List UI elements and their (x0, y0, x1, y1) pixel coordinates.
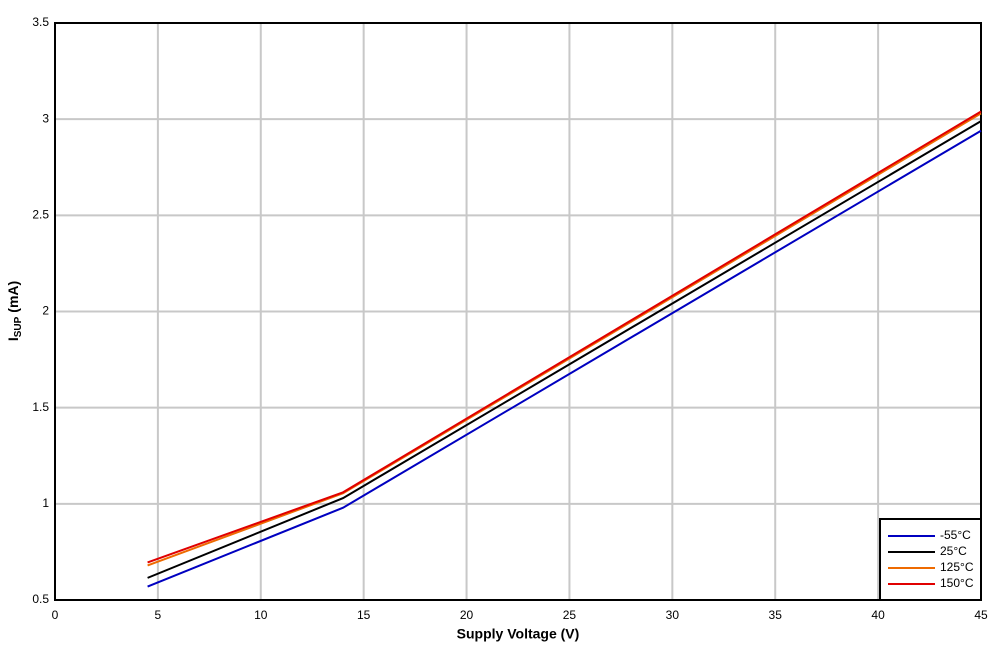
series-line (147, 129, 982, 588)
legend-label: 125°C (940, 560, 974, 574)
y-tick-label: 2.5 (32, 208, 49, 222)
x-tick-label: 30 (666, 608, 680, 622)
y-axis-label: ISUP (mA) (5, 281, 24, 341)
x-tick-label: 45 (974, 608, 988, 622)
x-tick-label: 10 (254, 608, 268, 622)
y-axis-label-unit: (mA) (5, 281, 21, 313)
y-tick-label: 1.5 (32, 400, 49, 414)
plot-frame (54, 22, 982, 601)
series-line (147, 120, 982, 579)
y-tick-label: 0.5 (32, 592, 49, 606)
y-tick-label: 2 (42, 304, 49, 318)
legend-box (879, 518, 982, 601)
legend: -55°C 25°C 125°C 150°C (879, 518, 982, 601)
legend-label: 150°C (940, 576, 974, 590)
y-tick-label: 1 (42, 496, 49, 510)
x-tick-label: 25 (563, 608, 577, 622)
x-tick-label: 40 (871, 608, 885, 622)
x-tick-label: 15 (357, 608, 371, 622)
legend-label: -55°C (940, 528, 971, 542)
x-tick-label: 20 (460, 608, 474, 622)
series-line (147, 110, 982, 564)
x-tick-label: 5 (155, 608, 162, 622)
y-axis-label-main: I (5, 337, 21, 341)
x-tick-label: 35 (769, 608, 783, 622)
y-axis-label-sub: SUP (13, 316, 24, 337)
series-line (147, 112, 982, 567)
x-axis-label: Supply Voltage (V) (457, 626, 580, 642)
y-tick-label: 3 (42, 111, 49, 125)
y-tick-label: 3.5 (32, 15, 49, 29)
legend-label: 25°C (940, 544, 967, 558)
x-tick-label: 0 (52, 608, 59, 622)
